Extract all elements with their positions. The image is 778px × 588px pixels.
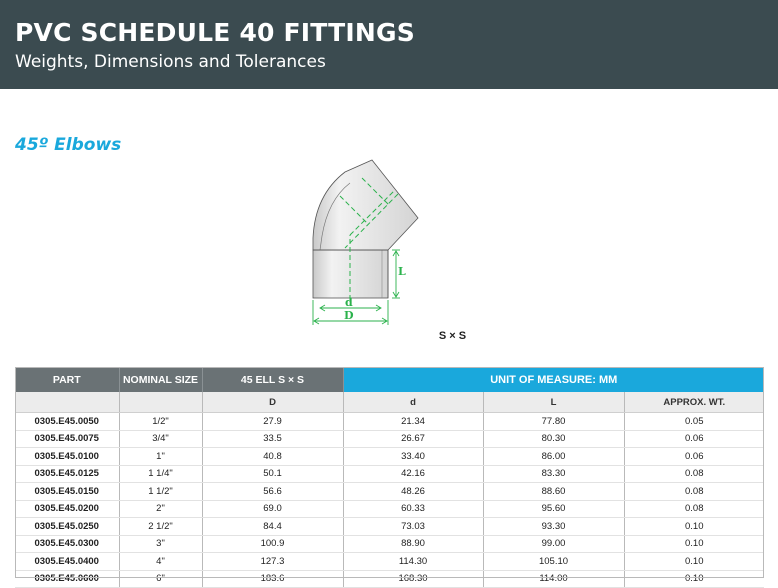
table-row: 0305.E45.0300 3" 100.9 88.90 99.00 0.10 [15,535,765,553]
part-number: 0305.E45.0300 [15,535,120,553]
nominal-size: 1/2" [119,412,203,431]
dim-L: 93.30 [483,517,625,536]
table-row: 0305.E45.0250 2 1/2" 84.4 73.03 93.30 0.… [15,517,765,536]
dimension-D [312,300,389,325]
label-d: d [345,296,353,309]
table-row: 0305.E45.0100 1" 40.8 33.40 86.00 0.06 [15,447,765,466]
dim-d: 60.33 [343,500,484,518]
approx-weight: 0.10 [624,552,765,571]
dim-L: 77.80 [483,412,625,431]
dim-d: 73.03 [343,517,484,536]
dim-D: 27.9 [202,412,344,431]
dim-D: 56.6 [202,482,344,501]
elbow-inner-edge [319,182,351,251]
table-subheader-row: D d L APPROX. WT. [15,392,765,413]
nominal-size: 1 1/4" [119,465,203,483]
elbow-body [312,159,419,251]
table-row: 0305.E45.0200 2" 69.0 60.33 95.60 0.08 [15,500,765,518]
fittings-table: PART NOMINAL SIZE 45 ELL S × S UNIT OF M… [15,367,765,588]
col-D-header: D [202,392,344,413]
centerlines [339,177,399,300]
approx-weight: 0.08 [624,482,765,501]
col-L-header: L [483,392,625,413]
table-row: 0305.E45.0050 1/2" 27.9 21.34 77.80 0.05 [15,412,765,431]
dim-d: 21.34 [343,412,484,431]
approx-weight: 0.06 [624,447,765,466]
page-title: PVC SCHEDULE 40 FITTINGS [15,18,415,47]
part-number: 0305.E45.0200 [15,500,120,518]
dim-d: 114.30 [343,552,484,571]
nominal-size: 2" [119,500,203,518]
part-number: 0305.E45.0400 [15,552,120,571]
unit-of-measure-header: UNIT OF MEASURE: MM [343,367,765,392]
dim-L: 80.30 [483,430,625,448]
dim-d: 88.90 [343,535,484,553]
approx-weight: 0.05 [624,412,765,431]
nominal-size: 3/4" [119,430,203,448]
nominal-size: 1 1/2" [119,482,203,501]
part-number: 0305.E45.0125 [15,465,120,483]
dim-L: 86.00 [483,447,625,466]
dim-d: 168.30 [343,570,484,588]
dimension-L [392,249,400,299]
dim-L: 99.00 [483,535,625,553]
dim-d: 48.26 [343,482,484,501]
table-row: 0305.E45.0125 1 1/4" 50.1 42.16 83.30 0.… [15,465,765,483]
part-number: 0305.E45.0150 [15,482,120,501]
part-number: 0305.E45.0075 [15,430,120,448]
dim-D: 69.0 [202,500,344,518]
dim-D: 50.1 [202,465,344,483]
approx-weight: 0.10 [624,570,765,588]
nominal-size: 3" [119,535,203,553]
dim-L: 83.30 [483,465,625,483]
dim-L: 95.60 [483,500,625,518]
col-part-header: PART [15,367,120,392]
approx-weight: 0.10 [624,517,765,536]
part-number: 0305.E45.0100 [15,447,120,466]
dim-D: 127.3 [202,552,344,571]
page-subtitle: Weights, Dimensions and Tolerances [15,52,326,72]
approx-weight: 0.10 [624,535,765,553]
part-number: 0305.E45.0600 [15,570,120,588]
dimension-d [319,304,382,312]
section-title: 45º Elbows [15,135,122,155]
dim-L: 105.10 [483,552,625,571]
col-weight-header: APPROX. WT. [624,392,765,413]
label-L: L [398,265,406,278]
table-row: 0305.E45.0150 1 1/2" 56.6 48.26 88.60 0.… [15,482,765,501]
part-number: 0305.E45.0050 [15,412,120,431]
table-header-row: PART NOMINAL SIZE 45 ELL S × S UNIT OF M… [15,367,765,392]
col-nominal-size-header: NOMINAL SIZE [119,367,203,392]
dim-L: 88.60 [483,482,625,501]
label-D: D [344,309,354,322]
nominal-size: 4" [119,552,203,571]
col-fitting-header: 45 ELL S × S [202,367,344,392]
elbow-diagram: L d D [312,159,419,325]
dim-d: 26.67 [343,430,484,448]
table-row: 0305.E45.0075 3/4" 33.5 26.67 80.30 0.06 [15,430,765,448]
approx-weight: 0.06 [624,430,765,448]
nominal-size: 2 1/2" [119,517,203,536]
approx-weight: 0.08 [624,500,765,518]
dim-D: 84.4 [202,517,344,536]
nominal-size: 6" [119,570,203,588]
table-row: 0305.E45.0400 4" 127.3 114.30 105.10 0.1… [15,552,765,571]
dim-d: 33.40 [343,447,484,466]
dim-d: 42.16 [343,465,484,483]
approx-weight: 0.08 [624,465,765,483]
header-banner: PVC SCHEDULE 40 FITTINGS Weights, Dimens… [0,0,778,89]
table-row: 0305.E45.0600 6" 183.6 168.30 114.00 0.1… [15,570,765,588]
part-number: 0305.E45.0250 [15,517,120,536]
dim-D: 33.5 [202,430,344,448]
dim-D: 100.9 [202,535,344,553]
dim-L: 114.00 [483,570,625,588]
dim-D: 40.8 [202,447,344,466]
dim-D: 183.6 [202,570,344,588]
col-d-header: d [343,392,484,413]
diagram-caption: S × S [438,330,467,342]
nominal-size: 1" [119,447,203,466]
